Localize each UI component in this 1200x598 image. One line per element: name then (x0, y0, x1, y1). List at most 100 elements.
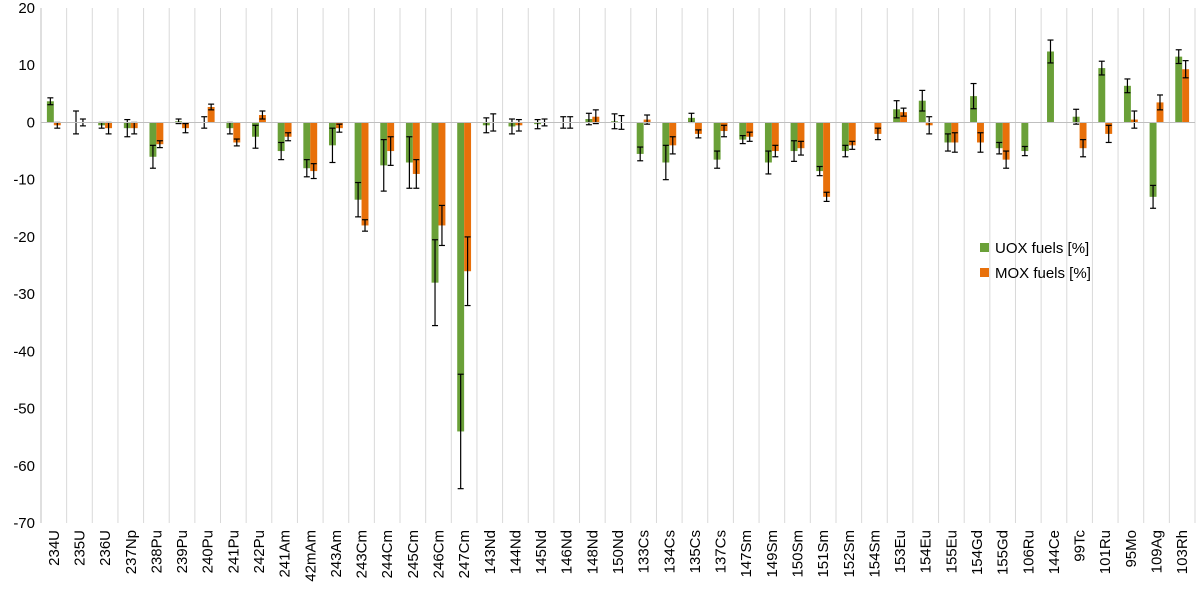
legend-label-uox: UOX fuels [%] (995, 240, 1089, 257)
x-category-label: 243Cm (354, 530, 371, 578)
axes-group (40, 8, 1195, 523)
x-category-label: 155Eu (943, 530, 960, 573)
x-category-label: 244Cm (379, 530, 396, 578)
x-category-label: 137Cs (713, 530, 730, 573)
x-category-label: 245Cm (405, 530, 422, 578)
x-category-labels: 234U 235U 236U 237Np 238Pu 239Pu 240Pu 241Pu 242… (46, 530, 1191, 582)
y-tick-label: -60 (13, 458, 35, 475)
y-tick-labels: 20 10 0 -10 -20 -30 -40 -50 -60 -70 (13, 0, 35, 532)
bar-uox (1021, 122, 1029, 152)
x-category-label: 109Ag (1149, 530, 1166, 573)
bar-mox (438, 122, 446, 226)
bar-uox (1098, 68, 1106, 123)
bar-uox (662, 122, 670, 163)
x-category-label: 234U (46, 530, 63, 566)
bar-uox (816, 122, 824, 172)
x-category-label: 134Cs (661, 530, 678, 573)
x-category-label: 243Am (328, 530, 345, 578)
x-category-label: 143Nd (482, 530, 499, 574)
y-tick-label: 20 (18, 0, 35, 17)
x-category-label: 135Cs (687, 530, 704, 573)
x-category-label: 236U (97, 530, 114, 566)
bar-uox (1175, 56, 1183, 123)
x-category-label: 154Gd (969, 530, 986, 575)
x-category-label: 151Sm (815, 530, 832, 578)
bar-mox (233, 122, 241, 143)
x-category-label: 247Cm (456, 530, 473, 578)
bar-mox (1079, 122, 1087, 149)
x-category-label: 237Np (123, 530, 140, 574)
x-category-label: 144Nd (507, 530, 524, 574)
x-category-label: 103Rh (1174, 530, 1191, 574)
x-category-label: 154Eu (918, 530, 935, 573)
bar-uox (944, 122, 952, 143)
x-category-label: 241Am (277, 530, 294, 578)
x-category-label: 239Pu (174, 530, 191, 573)
bar-mox (669, 122, 677, 146)
x-category-label: 146Nd (559, 530, 576, 574)
x-category-label: 154Sm (866, 530, 883, 578)
y-tick-label: -50 (13, 401, 35, 418)
bar-mox (848, 122, 856, 146)
bar-uox (713, 122, 721, 160)
x-category-label: 148Nd (584, 530, 601, 574)
y-tick-label: -20 (13, 229, 35, 246)
bar-mox (900, 112, 908, 123)
legend-swatch-mox (980, 268, 989, 277)
x-category-label: 133Cs (636, 530, 653, 573)
x-category-label: 42mAm (302, 530, 319, 582)
x-category-label: 155Gd (995, 530, 1012, 575)
bar-mox (823, 122, 831, 197)
bar-uox (354, 122, 362, 200)
bar-mox (412, 122, 420, 174)
bar-mox (1156, 102, 1164, 123)
bar-uox (764, 122, 772, 163)
x-category-label: 101Ru (1097, 530, 1114, 574)
y-tick-label: -30 (13, 286, 35, 303)
bar-uox (1123, 85, 1131, 123)
x-category-label: 145Nd (533, 530, 550, 574)
x-category-label: 150Sm (790, 530, 807, 578)
bar-mox (207, 106, 215, 123)
x-category-label: 95Mo (1123, 530, 1140, 568)
bar-mox (156, 122, 164, 145)
bar-uox (1149, 122, 1157, 197)
bar-uox (277, 122, 285, 152)
bar-uox (149, 122, 157, 157)
x-category-label: 246Cm (430, 530, 447, 578)
grid-lines (40, 8, 1196, 523)
legend-swatch-uox (980, 243, 989, 252)
bar-mox (746, 122, 754, 137)
legend-label-mox: MOX fuels [%] (995, 265, 1091, 282)
x-category-label: 144Ce (1046, 530, 1063, 574)
bar-uox (46, 101, 54, 123)
bar-uox (1047, 51, 1054, 123)
bar-mox (464, 122, 472, 272)
x-category-label: 241Pu (225, 530, 242, 573)
bar-mox (361, 122, 369, 226)
y-tick-label: -10 (13, 172, 35, 189)
bar-uox (457, 122, 465, 432)
bar-uox (790, 122, 798, 152)
bar-mox (771, 122, 779, 152)
bar-uox (431, 122, 439, 283)
y-tick-label: -70 (13, 515, 35, 532)
x-category-label: 150Nd (610, 530, 627, 574)
bar-mox (310, 122, 318, 172)
x-category-label: 152Sm (841, 530, 858, 578)
x-category-label: 153Eu (892, 530, 909, 573)
bar-mox (797, 122, 805, 149)
bar-uox (303, 122, 311, 169)
legend: UOX fuels [%] MOX fuels [%] (980, 240, 1091, 282)
x-category-label: 238Pu (148, 530, 165, 573)
bar-uox (995, 122, 1003, 149)
x-category-label: 240Pu (200, 530, 217, 573)
bar-uox (636, 122, 644, 154)
y-tick-label: -40 (13, 343, 35, 360)
bar-mox (1002, 122, 1010, 160)
x-category-label: 106Ru (1020, 530, 1037, 574)
bar-uox (739, 122, 747, 140)
y-tick-label: 0 (27, 114, 35, 131)
bar-mox (284, 122, 292, 137)
